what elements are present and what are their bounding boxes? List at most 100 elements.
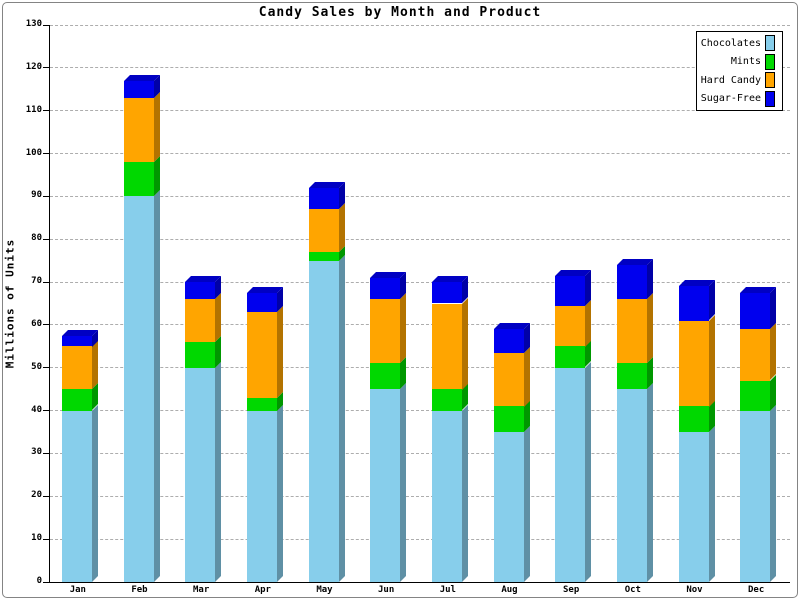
y-tick-mark bbox=[43, 24, 49, 26]
bar-segment-hard-candy bbox=[123, 97, 154, 163]
bar-segment-chocolates bbox=[678, 432, 709, 582]
legend-label: Hard Candy bbox=[700, 74, 761, 86]
y-tick-label: 90 bbox=[31, 190, 42, 201]
y-tick-label: 10 bbox=[31, 533, 42, 544]
legend: Chocolates Mints Hard Candy Sugar-Free bbox=[696, 31, 783, 111]
bar-segment-chocolates bbox=[123, 196, 154, 582]
y-tick-mark bbox=[43, 110, 49, 112]
gridline bbox=[50, 238, 790, 240]
y-tick-mark bbox=[43, 238, 49, 240]
y-tick-label: 60 bbox=[31, 318, 42, 329]
y-tick-label: 130 bbox=[25, 19, 42, 29]
y-tick-label: 20 bbox=[31, 490, 42, 501]
bar-segment-hard-candy bbox=[678, 320, 709, 407]
bar-top bbox=[123, 74, 160, 81]
bar-top bbox=[308, 181, 345, 188]
bar-segment-chocolates bbox=[493, 432, 524, 582]
bar-segment-side bbox=[338, 203, 345, 253]
bar-segment-hard-candy bbox=[432, 303, 462, 390]
gridline bbox=[50, 153, 790, 155]
gridline bbox=[50, 195, 790, 197]
bar-segment-sugar-free bbox=[370, 277, 401, 300]
bar-segment-mints bbox=[62, 389, 92, 411]
bar-segment-chocolates bbox=[247, 410, 277, 582]
bar-segment-side bbox=[153, 156, 160, 197]
bar-top bbox=[555, 269, 592, 276]
bar-segment-side bbox=[92, 404, 98, 582]
y-tick-mark bbox=[43, 581, 49, 583]
y-tick-label: 30 bbox=[31, 447, 42, 458]
y-tick-label: 80 bbox=[31, 233, 42, 244]
bar-segment-side bbox=[708, 314, 715, 407]
y-tick-label: 70 bbox=[31, 276, 42, 287]
bar-segment-mints bbox=[308, 252, 339, 261]
month-label: Mar bbox=[193, 585, 210, 595]
month-label: Jan bbox=[69, 585, 86, 595]
bar-segment-side bbox=[277, 404, 283, 582]
bar-segment-sugar-free bbox=[185, 282, 216, 300]
bar-segment-mints bbox=[617, 363, 647, 390]
bar-segment-side bbox=[585, 299, 592, 347]
y-tick-label: 50 bbox=[31, 361, 42, 372]
bar-segment-side bbox=[523, 346, 530, 407]
bar-segment-hard-candy bbox=[62, 346, 92, 390]
bar-segment-sugar-free bbox=[432, 282, 462, 304]
bar-segment-side bbox=[647, 258, 653, 300]
y-tick-label: 110 bbox=[25, 104, 42, 115]
bar-segment-side bbox=[215, 293, 222, 343]
bar-segment-side bbox=[400, 383, 407, 582]
bar-segment-chocolates bbox=[370, 389, 401, 582]
legend-swatch bbox=[765, 53, 775, 70]
bar-segment-side bbox=[523, 426, 530, 582]
bar-segment-mints bbox=[555, 346, 586, 368]
gridline bbox=[50, 281, 790, 283]
bar-segment-side bbox=[400, 293, 407, 364]
gridline bbox=[50, 367, 790, 369]
bar-segment-side bbox=[585, 269, 592, 306]
plot-area bbox=[49, 24, 790, 583]
y-tick-mark bbox=[43, 452, 49, 454]
month-label: Jun bbox=[378, 585, 395, 595]
bar-segment-side bbox=[770, 286, 777, 330]
bar-segment-side bbox=[708, 280, 715, 321]
bar-segment-sugar-free bbox=[123, 80, 154, 98]
month-label: May bbox=[316, 585, 333, 595]
bar-segment-mints bbox=[370, 363, 401, 390]
bar-top bbox=[370, 271, 407, 278]
bar-segment-chocolates bbox=[555, 367, 586, 582]
bar-segment-hard-candy bbox=[370, 299, 401, 364]
legend-swatch bbox=[765, 90, 775, 107]
month-label: Sep bbox=[563, 585, 580, 595]
bar-segment-side bbox=[647, 383, 653, 582]
legend-swatch bbox=[765, 72, 775, 89]
month-label: Nov bbox=[686, 585, 703, 595]
bar-segment-mints bbox=[185, 342, 216, 368]
bar-segment-side bbox=[708, 426, 715, 582]
bar-segment-mints bbox=[678, 406, 709, 433]
gridline bbox=[50, 452, 790, 454]
bar-segment-side bbox=[770, 323, 777, 381]
y-tick-mark bbox=[43, 367, 49, 369]
month-label: Oct bbox=[624, 585, 641, 595]
y-tick-mark bbox=[43, 153, 49, 155]
gridline bbox=[50, 110, 790, 112]
bar-top bbox=[617, 258, 653, 265]
bar-segment-side bbox=[647, 293, 653, 364]
bar-top bbox=[247, 286, 283, 293]
bar-segment-sugar-free bbox=[247, 292, 277, 313]
bar-segment-hard-candy bbox=[493, 352, 524, 407]
y-tick-mark bbox=[43, 410, 49, 412]
month-label: Dec bbox=[748, 585, 765, 595]
bar-segment-sugar-free bbox=[62, 335, 92, 347]
legend-item: Hard Candy bbox=[700, 72, 775, 89]
bar-segment-hard-candy bbox=[308, 209, 339, 253]
bar-segment-chocolates bbox=[740, 410, 771, 582]
bar-segment-hard-candy bbox=[185, 299, 216, 343]
gridline bbox=[50, 495, 790, 497]
month-label: Aug bbox=[501, 585, 518, 595]
bar-segment-mints bbox=[493, 406, 524, 433]
legend-label: Mints bbox=[730, 56, 761, 68]
bar-segment-side bbox=[770, 374, 777, 411]
bar-segment-mints bbox=[740, 380, 771, 411]
